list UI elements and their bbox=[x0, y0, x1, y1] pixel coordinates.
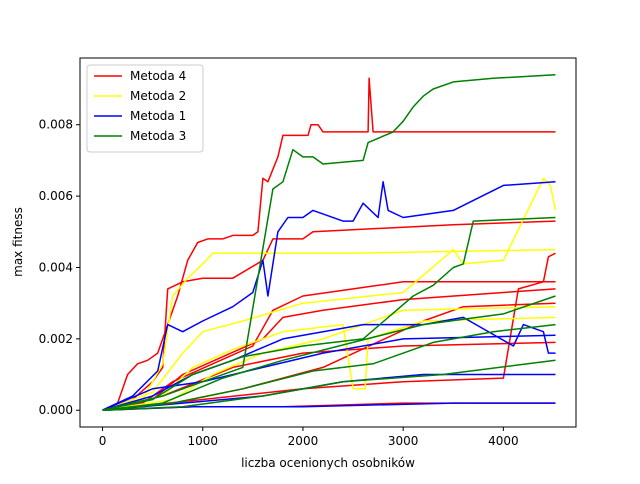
x-tick-label: 4000 bbox=[488, 434, 519, 448]
series-line-13 bbox=[102, 181, 556, 411]
series-line-15 bbox=[102, 334, 556, 411]
x-axis-label: liczba ocenionych osobników bbox=[241, 456, 415, 470]
plot-frame bbox=[79, 57, 577, 428]
y-tick-label: 0.004 bbox=[39, 260, 73, 274]
series-line-19 bbox=[102, 216, 556, 411]
series-line-18 bbox=[102, 74, 556, 411]
y-axis-label: max fitness bbox=[11, 207, 25, 277]
series-line-9 bbox=[102, 248, 556, 411]
series-line-3 bbox=[102, 281, 556, 411]
legend-label: Metoda 2 bbox=[130, 89, 186, 103]
y-tick-label: 0.006 bbox=[39, 189, 73, 203]
series-line-21 bbox=[102, 323, 556, 411]
x-tick-label: 3000 bbox=[388, 434, 419, 448]
series-line-1 bbox=[102, 77, 556, 411]
x-tick-label: 0 bbox=[99, 434, 107, 448]
y-tick-label: 0.008 bbox=[39, 118, 73, 132]
legend-label: Metoda 3 bbox=[130, 129, 186, 143]
x-tick-label: 1000 bbox=[187, 434, 218, 448]
x-axis-ticks: 0 1000 2000 3000 4000 bbox=[99, 427, 519, 448]
y-tick-label: 0.002 bbox=[39, 332, 73, 346]
legend: Metoda 4 Metoda 2 Metoda 1 Metoda 3 bbox=[86, 64, 204, 153]
y-tick-label: 0.000 bbox=[39, 403, 73, 417]
series-layer bbox=[102, 74, 557, 411]
series-line-22 bbox=[102, 359, 556, 411]
y-axis-ticks: 0.000 0.002 0.004 0.006 0.008 bbox=[39, 118, 80, 417]
series-line-11 bbox=[102, 316, 556, 411]
series-line-10 bbox=[102, 177, 557, 411]
legend-frame bbox=[86, 64, 204, 153]
series-line-20 bbox=[102, 295, 556, 411]
legend-label: Metoda 1 bbox=[130, 109, 186, 123]
legend-label: Metoda 4 bbox=[130, 69, 186, 83]
x-tick-label: 2000 bbox=[288, 434, 319, 448]
